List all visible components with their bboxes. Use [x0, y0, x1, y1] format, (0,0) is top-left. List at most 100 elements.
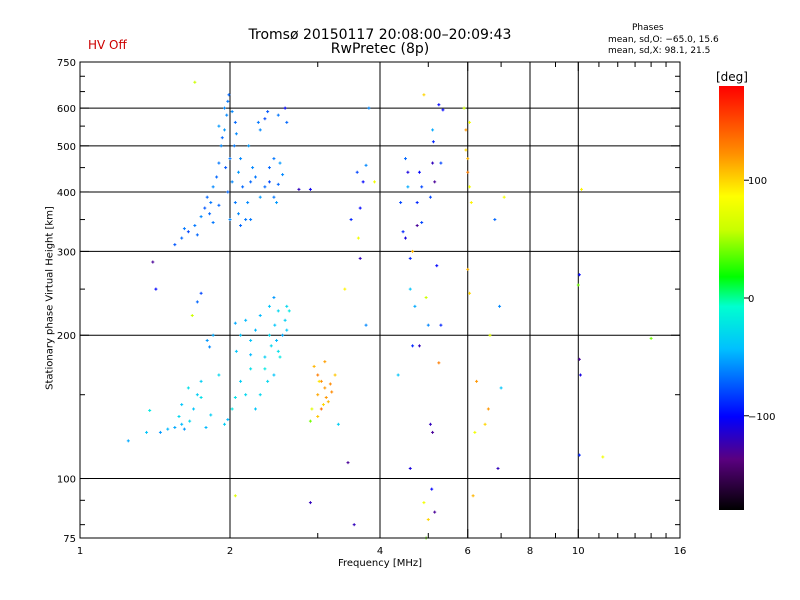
data-point — [319, 379, 323, 383]
data-point — [258, 314, 262, 318]
data-point — [249, 338, 253, 342]
data-point — [415, 201, 419, 205]
data-point — [211, 221, 215, 225]
data-point — [285, 304, 289, 308]
data-point — [177, 414, 181, 418]
y-tick-label: 500 — [57, 142, 76, 153]
data-point — [430, 487, 434, 491]
data-point — [466, 267, 470, 271]
colorbar — [719, 86, 744, 510]
data-point — [239, 379, 243, 383]
data-point — [233, 201, 237, 205]
data-point — [236, 212, 240, 216]
data-point — [239, 333, 243, 337]
data-point — [233, 494, 237, 498]
data-point — [433, 510, 437, 514]
data-point — [358, 256, 362, 260]
data-point — [267, 304, 271, 308]
data-point — [217, 203, 221, 207]
data-point — [217, 161, 221, 165]
data-point — [323, 386, 327, 390]
data-point — [417, 344, 421, 348]
data-point — [316, 414, 320, 418]
data-point — [406, 185, 410, 189]
data-point — [195, 233, 199, 237]
data-point — [577, 357, 581, 361]
phases-x-mode-stats: mean, sd,X: 98.1, 21.5 — [608, 46, 711, 56]
data-point — [403, 236, 407, 240]
data-point — [272, 296, 276, 300]
x-tick-label: 1 — [77, 546, 83, 557]
data-point — [428, 422, 432, 426]
data-point — [355, 170, 359, 174]
data-point — [249, 353, 253, 357]
data-point — [266, 379, 270, 383]
data-point — [228, 218, 232, 222]
data-point — [145, 430, 149, 434]
data-point — [308, 501, 312, 505]
data-point — [437, 361, 441, 365]
data-point — [233, 321, 237, 325]
data-point — [420, 185, 424, 189]
data-point — [247, 144, 251, 148]
data-point — [266, 110, 270, 114]
chart-title: Tromsø 20150117 20:08:00–20:09:43 — [248, 27, 512, 43]
data-point — [466, 157, 470, 161]
data-point — [223, 128, 227, 132]
data-point — [499, 386, 503, 390]
data-point — [401, 230, 405, 234]
data-point — [239, 224, 243, 228]
data-point — [281, 173, 285, 177]
axes: 1 2 4 6 8 10 16 75 100 200 300 400 500 600 750 — [57, 58, 686, 557]
data-point — [493, 218, 497, 222]
data-point — [468, 185, 472, 189]
data-point — [275, 201, 279, 205]
data-point — [217, 373, 221, 377]
data-point — [249, 218, 253, 222]
data-point — [468, 120, 472, 124]
phases-heading: Phases — [632, 23, 664, 33]
data-point — [649, 336, 653, 340]
data-point — [367, 106, 371, 110]
data-point — [399, 201, 403, 205]
phases-o-mode-stats: mean, sd,O: −65.0, 15.6 — [608, 35, 719, 45]
data-point — [441, 108, 445, 112]
data-point — [195, 393, 199, 397]
data-point — [323, 360, 327, 364]
data-point — [263, 355, 267, 359]
data-point — [195, 300, 199, 304]
hv-status-label: HV Off — [88, 38, 127, 52]
data-point — [267, 333, 271, 337]
data-point — [192, 407, 196, 411]
data-point — [468, 291, 472, 295]
y-tick-label: 600 — [57, 104, 76, 115]
data-point — [431, 161, 435, 165]
data-point — [428, 195, 432, 199]
data-point — [232, 144, 236, 148]
data-point — [199, 291, 203, 295]
data-point — [249, 180, 253, 184]
data-point — [346, 461, 350, 465]
data-point — [151, 260, 155, 264]
data-point — [352, 523, 356, 527]
data-point — [361, 180, 365, 184]
data-point — [316, 373, 320, 377]
data-point — [267, 166, 271, 170]
data-point — [462, 106, 466, 110]
data-point — [330, 390, 334, 394]
data-point — [269, 344, 273, 348]
data-point — [180, 403, 184, 407]
data-point — [256, 120, 260, 124]
x-tick-label: 2 — [227, 546, 233, 557]
data-point — [283, 318, 287, 322]
data-point — [244, 393, 248, 397]
data-point — [420, 221, 424, 225]
data-point — [209, 413, 213, 417]
data-point — [224, 166, 228, 170]
data-point — [239, 157, 243, 161]
x-tick-label: 6 — [465, 546, 471, 557]
x-axis-label: Frequency [MHz] — [337, 558, 423, 569]
data-point — [498, 304, 502, 308]
data-point — [364, 163, 368, 167]
